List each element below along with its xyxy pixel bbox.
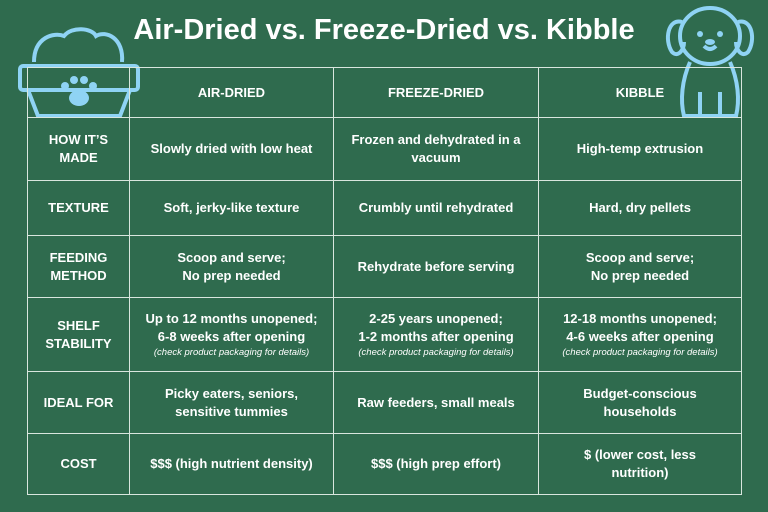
cell-text: Slowly dried with low heat: [150, 141, 313, 156]
cell-text: 12-18 months unopened;: [563, 311, 717, 326]
table-cell: 12-18 months unopened; 4-6 weeks after op…: [538, 297, 742, 372]
title: Air-Dried vs. Freeze-Dried vs. Kibble: [133, 14, 635, 46]
cell-text: Up to 12 months unopened;: [145, 311, 318, 326]
row-label: FEEDING: [49, 249, 108, 265]
row-label-cell: HOW IT’S MADE: [27, 117, 130, 181]
cell-text: sensitive tummies: [175, 403, 288, 419]
row-label: HOW IT’S: [48, 132, 109, 147]
table-cell: Soft, jerky-like texture: [129, 180, 334, 236]
row-label-cell: COST: [27, 433, 130, 495]
row-label: COST: [60, 456, 97, 471]
row-label-cell: IDEAL FOR: [27, 371, 130, 434]
table-cell: $$$ (high prep effort): [333, 433, 539, 495]
column-header: AIR-DRIED: [197, 84, 266, 100]
table-cell: Scoop and serve; No prep needed: [129, 235, 334, 298]
cell-text: No prep needed: [182, 267, 281, 283]
row-label: STABILITY: [45, 335, 112, 351]
table-cell: Picky eaters, seniors, sensitive tummies: [129, 371, 334, 434]
cell-text: High-temp extrusion: [576, 141, 704, 156]
cell-text: Raw feeders, small meals: [357, 394, 515, 410]
table-cell: $$$ (high nutrient density): [129, 433, 334, 495]
cell-text: Scoop and serve;: [585, 249, 695, 265]
cell-text: 2-25 years unopened;: [369, 311, 503, 326]
column-header: KIBBLE: [615, 84, 665, 100]
row-label: METHOD: [50, 267, 107, 283]
cell-text: vacuum: [411, 150, 461, 165]
table-cell: 2-25 years unopened; 1-2 months after ope…: [333, 297, 539, 372]
table-cell: Up to 12 months unopened; 6-8 weeks after…: [129, 297, 334, 372]
header-cell: KIBBLE: [538, 67, 742, 118]
table-cell: $ (lower cost, less nutrition): [538, 433, 742, 495]
cell-note: (check product packaging for details): [358, 347, 514, 358]
table-cell: Slowly dried with low heat: [129, 117, 334, 181]
row-label: MADE: [59, 150, 98, 165]
row-label: SHELF: [57, 317, 100, 333]
header-cell: AIR-DRIED: [129, 67, 334, 118]
cell-text: $$$ (high prep effort): [370, 456, 501, 471]
row-label: IDEAL FOR: [43, 394, 114, 410]
cell-text: Hard, dry pellets: [589, 200, 691, 215]
table-cell: Raw feeders, small meals: [333, 371, 539, 434]
table-cell: Scoop and serve; No prep needed: [538, 235, 742, 298]
dog-icon: [665, 6, 755, 118]
row-label-cell: FEEDING METHOD: [27, 235, 130, 298]
header-cell: FREEZE-DRIED: [333, 67, 539, 118]
row-label-cell: SHELF STABILITY: [27, 297, 130, 372]
cell-text: Soft, jerky-like texture: [163, 200, 300, 215]
table-cell: Hard, dry pellets: [538, 180, 742, 236]
cell-text: households: [603, 403, 677, 419]
cell-text: 4-6 weeks after opening: [566, 329, 714, 344]
cell-text: 1-2 months after opening: [358, 329, 514, 344]
cell-text: Picky eaters, seniors,: [165, 385, 298, 401]
cell-note: (check product packaging for details): [153, 347, 310, 358]
bowl-icon: [18, 27, 140, 118]
cell-text: Rehydrate before serving: [357, 258, 515, 274]
table-cell: Budget-conscious households: [538, 371, 742, 434]
corner-cell: [27, 67, 130, 118]
cell-text: Frozen and dehydrated in a: [351, 132, 521, 147]
cell-text: nutrition): [611, 465, 669, 480]
cell-text: Scoop and serve;: [177, 249, 286, 265]
cell-text: $ (lower cost, less: [584, 447, 696, 462]
table-cell: Frozen and dehydrated in a vacuum: [333, 117, 539, 181]
cell-text: 6-8 weeks after opening: [157, 329, 306, 344]
cell-text: $$$ (high nutrient density): [150, 456, 313, 471]
column-header: FREEZE-DRIED: [387, 84, 485, 100]
table-cell: High-temp extrusion: [538, 117, 742, 181]
cell-note: (check product packaging for details): [562, 347, 718, 358]
table-cell: Crumbly until rehydrated: [333, 180, 539, 236]
cell-text: Crumbly until rehydrated: [358, 200, 514, 215]
row-label-cell: TEXTURE: [27, 180, 130, 236]
table-cell: Rehydrate before serving: [333, 235, 539, 298]
cell-text: Budget-conscious: [583, 385, 697, 401]
row-label: TEXTURE: [48, 200, 109, 215]
cell-text: No prep needed: [590, 267, 690, 283]
